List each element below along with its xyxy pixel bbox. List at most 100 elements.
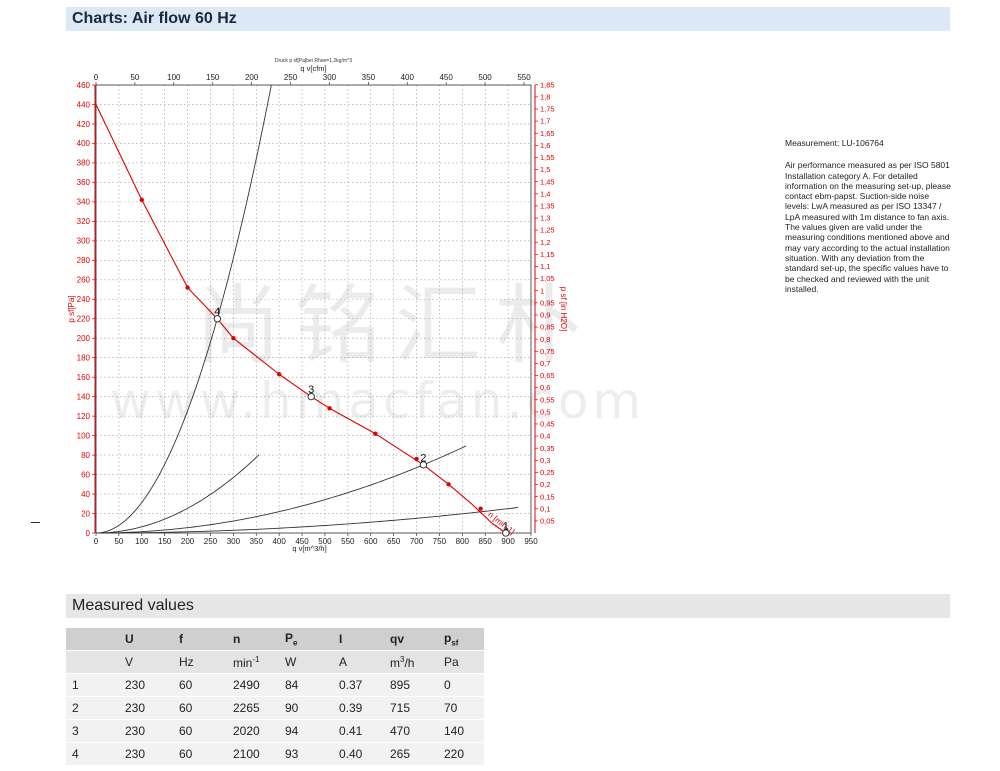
y2-tick-label: 1,4 [540, 189, 550, 198]
x-tick-label: 600 [364, 537, 378, 546]
measurement-description: Measurement: LU-106764 Air performance m… [785, 138, 955, 294]
y-tick-label: 120 [77, 412, 91, 421]
y-tick-label: 240 [77, 295, 91, 304]
cell: 265 [384, 742, 438, 766]
x-tick-label: 900 [501, 537, 515, 546]
x2-tick-label: 250 [284, 73, 298, 82]
fan-curve-label: n [min-1] [486, 510, 516, 536]
fan-curve-marker [373, 431, 378, 436]
x2-tick-label: 400 [401, 73, 415, 82]
operating-point-1 [502, 529, 510, 537]
y2-tick-label: 1,3 [540, 214, 550, 223]
cell: 140 [438, 719, 484, 743]
table-row: 2 230 60 2265 90 0.39 715 70 [66, 696, 484, 720]
y-tick-label: 180 [77, 353, 91, 362]
cell: 60 [173, 673, 227, 697]
y2-tick-label: 0,75 [540, 347, 555, 356]
x-tick-label: 350 [250, 537, 264, 546]
y-tick-label: 340 [77, 198, 91, 207]
cell: 2 [66, 696, 119, 720]
table-row: 1 230 60 2490 84 0.37 895 0 [66, 673, 484, 697]
cell: 60 [173, 719, 227, 743]
y-tick-label: 220 [77, 315, 91, 324]
x-tick-label: 800 [456, 537, 470, 546]
x-axis-label: q v[m^3/h] [292, 544, 326, 553]
x-tick-label: 750 [433, 537, 447, 546]
cell: 220 [438, 742, 484, 766]
x2-tick-label: 450 [439, 73, 453, 82]
cell: 0.41 [333, 719, 384, 743]
y2-tick-label: 1,1 [540, 262, 550, 271]
y-tick-label: 80 [81, 451, 90, 460]
operating-points: 1 2 3 4 [213, 306, 510, 537]
y-tick-label: 400 [77, 139, 91, 148]
y2-tick-label: 1,25 [540, 226, 555, 235]
x-tick-label: 150 [158, 537, 172, 546]
x-tick-label: 250 [204, 537, 218, 546]
x-tick-label: 700 [410, 537, 424, 546]
x-tick-label: 950 [524, 537, 538, 546]
y2-tick-label: 0,5 [540, 407, 550, 416]
side-marker [31, 522, 40, 523]
y2-tick-label: 1,15 [540, 250, 555, 259]
plot-frame [95, 84, 532, 534]
y2-tick-label: 0,3 [540, 456, 550, 465]
y2-tick-label: 0,65 [540, 371, 555, 380]
y2-tick-label: 0,1 [540, 504, 550, 513]
y-tick-label: 200 [77, 334, 91, 343]
y-tick-label: 60 [81, 470, 90, 479]
y-tick-label: 440 [77, 100, 91, 109]
x-tick-label: 400 [272, 537, 286, 546]
operating-point-2 [419, 461, 428, 469]
system-curve-4 [95, 84, 272, 534]
cell: 70 [438, 696, 484, 720]
cell: 94 [279, 719, 333, 743]
unit-cell [66, 650, 119, 674]
cell: 230 [119, 742, 173, 766]
x2-tick-label: 550 [517, 73, 531, 82]
operating-point-4 [213, 315, 221, 323]
y-tick-label: 140 [77, 392, 91, 401]
y-tick-label: 460 [77, 81, 91, 90]
y2-tick-label: 0,45 [540, 420, 555, 429]
cell: 4 [66, 742, 119, 766]
fan-curve-marker [478, 506, 483, 511]
y-tick-label: 360 [77, 178, 91, 187]
unit-cell: V [119, 650, 173, 674]
operating-point-label-1: 1 [503, 521, 509, 533]
cell: 230 [119, 719, 173, 743]
chart-title: Druck p sf[Pa]bei Rhoe=1,2kg/m^3 [275, 58, 352, 64]
table-header-row: U f n Pe I qv psf [66, 628, 484, 651]
x2-tick-label: 50 [130, 73, 139, 82]
x2-tick-label: 350 [362, 73, 376, 82]
cell: 2265 [227, 696, 279, 720]
y-tick-label: 420 [77, 120, 91, 129]
y-tick-label: 0 [86, 529, 91, 538]
y2-tick-label: 0,6 [540, 383, 550, 392]
header-cell: U [119, 628, 173, 651]
y-axis-label: p sf[Pa] [67, 295, 76, 322]
y-tick-label: 280 [77, 256, 91, 265]
y2-tick-label: 0,2 [540, 480, 550, 489]
y2-tick-label: 0,4 [540, 432, 550, 441]
cell: 2490 [227, 673, 279, 697]
cell: 2020 [227, 719, 279, 743]
fan-curve-marker [276, 372, 282, 377]
y-tick-label: 260 [77, 276, 91, 285]
unit-cell: Hz [173, 650, 227, 674]
y2-tick-label: 1,05 [540, 274, 555, 283]
fan-curve-marker [327, 406, 332, 411]
cell: 60 [173, 696, 227, 720]
cell: 230 [119, 696, 173, 720]
y2-tick-label: 1,75 [540, 105, 555, 114]
system-curve-3 [95, 454, 260, 534]
fan-curve-line [95, 104, 507, 534]
x-tick-label: 200 [181, 537, 195, 546]
y2-axis-label: p sf [in H2O] [559, 287, 568, 331]
measurement-id: Measurement: LU-106764 [785, 138, 884, 148]
header-cell: Pe [279, 628, 333, 651]
y2-tick-label: 1,85 [540, 80, 555, 89]
y2-tick-label: 0,15 [540, 492, 555, 501]
x2-tick-label: 100 [167, 73, 181, 82]
